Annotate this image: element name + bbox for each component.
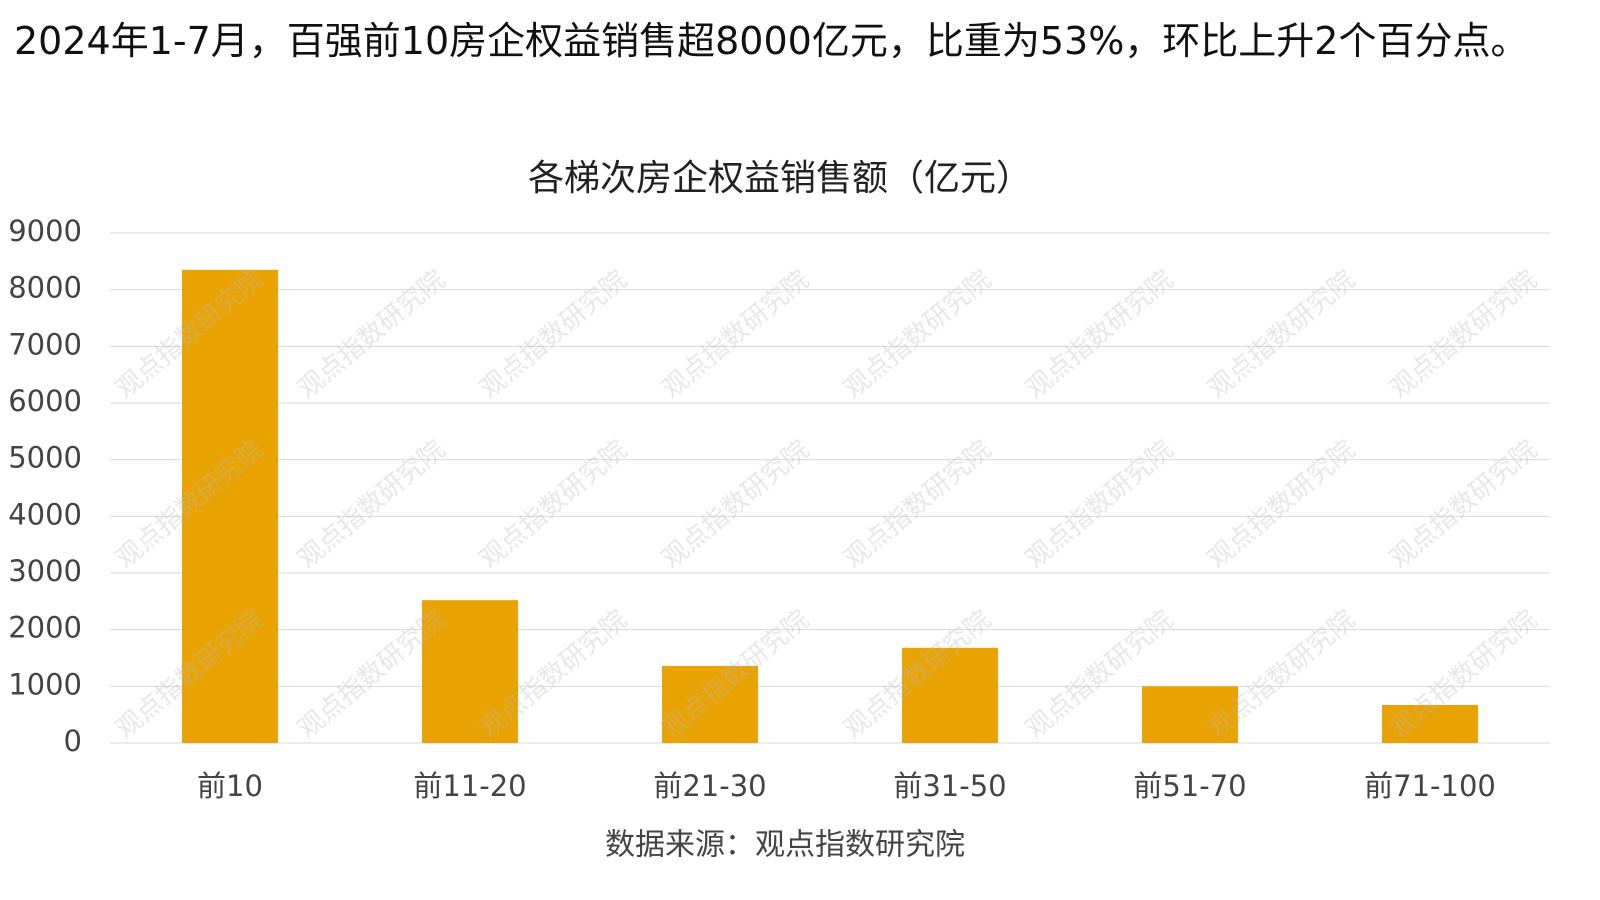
chart-title: 各梯次房企权益销售额（亿元） — [528, 158, 1032, 199]
x-tick-label: 前31-50 — [893, 769, 1006, 803]
x-tick-label: 前71-100 — [1364, 769, 1496, 803]
y-tick-label: 0 — [64, 724, 82, 758]
bar — [662, 665, 758, 743]
y-tick-label: 3000 — [8, 554, 82, 588]
y-tick-label: 8000 — [8, 271, 82, 305]
y-tick-label: 7000 — [8, 327, 82, 361]
bar — [1382, 705, 1478, 743]
y-tick-label: 9000 — [8, 214, 82, 248]
x-tick-label: 前11-20 — [413, 769, 526, 803]
watermark: 观点指数研究院 — [1384, 435, 1543, 575]
watermark: 观点指数研究院 — [1384, 265, 1543, 405]
watermark: 观点指数研究院 — [1020, 435, 1179, 575]
watermark: 观点指数研究院 — [656, 435, 815, 575]
watermark: 观点指数研究院 — [474, 435, 633, 575]
watermark: 观点指数研究院 — [1020, 265, 1179, 405]
bar — [182, 269, 278, 743]
watermark: 观点指数研究院 — [838, 265, 997, 405]
watermark: 观点指数研究院 — [292, 435, 451, 575]
headline: 2024年1-7月，百强前10房企权益销售超8000亿元，比重为53%，环比上升… — [14, 19, 1529, 63]
x-tick-label: 前21-30 — [653, 769, 766, 803]
watermark: 观点指数研究院 — [474, 265, 633, 405]
y-tick-label: 6000 — [8, 384, 82, 418]
watermark: 观点指数研究院 — [1202, 605, 1361, 745]
watermark: 观点指数研究院 — [656, 265, 815, 405]
x-tick-label: 前51-70 — [1133, 769, 1246, 803]
watermark: 观点指数研究院 — [1202, 265, 1361, 405]
y-tick-label: 2000 — [8, 611, 82, 645]
watermark: 观点指数研究院 — [838, 435, 997, 575]
bar — [1142, 686, 1238, 743]
bar — [422, 600, 518, 743]
y-tick-label: 1000 — [8, 667, 82, 701]
source: 数据来源：观点指数研究院 — [605, 828, 965, 863]
y-tick-label: 5000 — [8, 441, 82, 475]
watermark: 观点指数研究院 — [292, 265, 451, 405]
watermark: 观点指数研究院 — [1202, 435, 1361, 575]
bar — [902, 647, 998, 743]
x-tick-label: 前10 — [197, 769, 263, 803]
y-tick-label: 4000 — [8, 497, 82, 531]
